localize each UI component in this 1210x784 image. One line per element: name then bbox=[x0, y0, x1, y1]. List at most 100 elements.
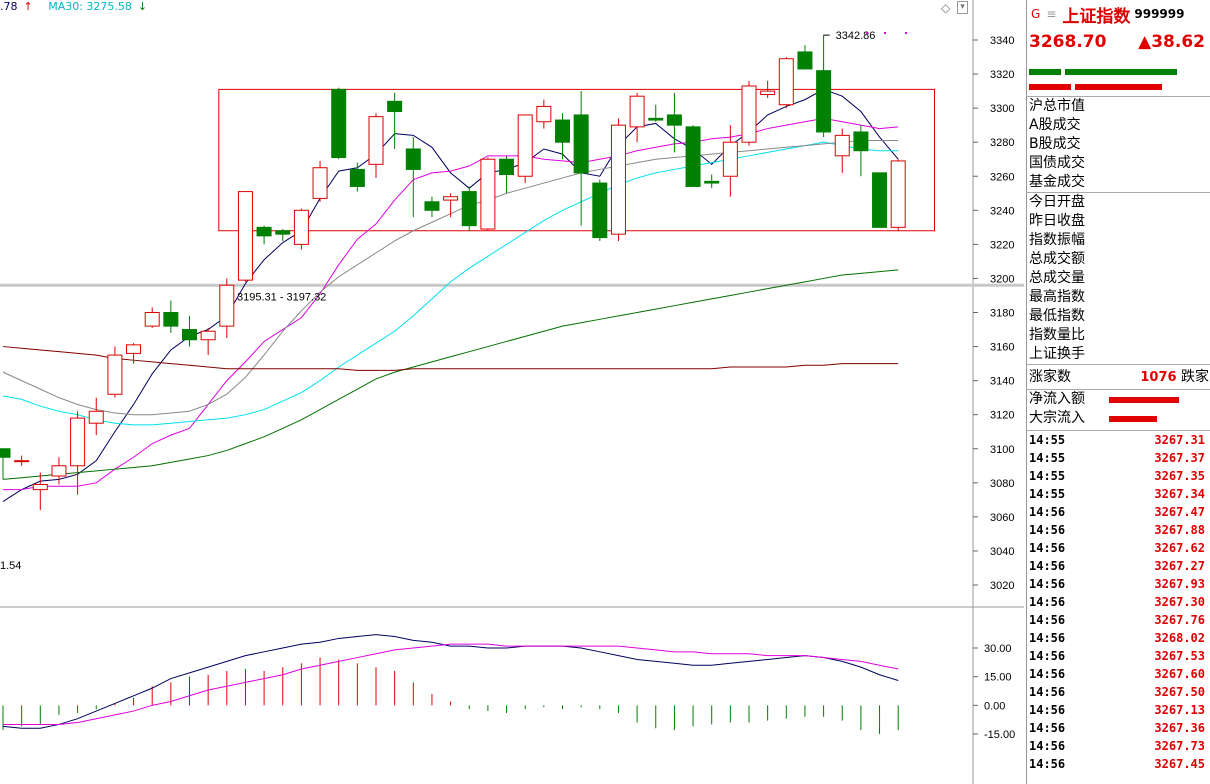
tick-row: 14:56 3267.30 bbox=[1027, 593, 1210, 611]
tick-price: 3267.93 bbox=[1154, 577, 1205, 591]
index-title-row: G ≡ 上证指数 999999 bbox=[1027, 0, 1210, 28]
tick-price: 3267.88 bbox=[1154, 523, 1205, 537]
candle-up bbox=[200, 330, 216, 341]
low-label: 1.54 bbox=[0, 560, 21, 572]
candle-up bbox=[312, 167, 328, 199]
block-inflow-label: 大宗流入 bbox=[1029, 410, 1085, 426]
tick-price: 3268.02 bbox=[1154, 631, 1205, 645]
candle-up bbox=[70, 417, 86, 467]
tick-time: 14:56 bbox=[1029, 595, 1066, 609]
price-tick-label: 3340 bbox=[990, 35, 1014, 47]
g-icon[interactable]: G bbox=[1031, 7, 1041, 21]
tick-row: 14:56 3267.76 bbox=[1027, 611, 1210, 629]
index-stat-label: 今日开盘 bbox=[1029, 194, 1085, 210]
scroll-down-icon[interactable]: ▾ bbox=[957, 1, 968, 14]
tick-time: 14:56 bbox=[1029, 721, 1066, 735]
tick-row: 14:56 3267.60 bbox=[1027, 665, 1210, 683]
tick-row: 14:56 3267.27 bbox=[1027, 557, 1210, 575]
tick-list[interactable]: 14:55 3267.31 14:55 3267.37 14:55 3267.35 14:5… bbox=[1027, 430, 1210, 773]
candle-down bbox=[163, 312, 179, 327]
candle-down bbox=[349, 168, 365, 187]
candle-up bbox=[443, 196, 459, 201]
chart-canvas[interactable]: 3340 3320 3300 3280 3260 3240 3220 3200 3180 3160… bbox=[0, 0, 1024, 784]
candle-up bbox=[890, 160, 906, 228]
candle-down bbox=[797, 51, 813, 70]
candle-up bbox=[760, 90, 776, 95]
price-tick-label: 3240 bbox=[990, 205, 1014, 217]
price-tick-label: 3100 bbox=[990, 444, 1014, 456]
candle-down bbox=[685, 126, 701, 187]
price-tick-label: 3140 bbox=[990, 376, 1014, 388]
candle-up bbox=[237, 191, 253, 281]
tick-time: 14:56 bbox=[1029, 523, 1066, 537]
candle-down bbox=[331, 88, 347, 159]
index-stat-label: 总成交额 bbox=[1029, 251, 1085, 267]
price-tick-label: 3080 bbox=[990, 478, 1014, 490]
tick-time: 14:56 bbox=[1029, 631, 1066, 645]
candle-down bbox=[555, 119, 570, 143]
market-stats-group: 沪总市值 A股成交 B股成交 国债成交 基金成交 bbox=[1027, 97, 1210, 192]
tick-price: 3267.30 bbox=[1154, 595, 1205, 609]
candle-up bbox=[722, 141, 738, 177]
tick-price: 3267.35 bbox=[1154, 469, 1205, 483]
tick-price: 3267.76 bbox=[1154, 613, 1205, 627]
signal-dot bbox=[884, 32, 886, 34]
tick-time: 14:56 bbox=[1029, 541, 1066, 555]
tick-price: 3267.53 bbox=[1154, 649, 1205, 663]
candle-down bbox=[461, 191, 477, 227]
tick-time: 14:55 bbox=[1029, 469, 1066, 483]
candle-up bbox=[144, 312, 160, 327]
tick-row: 14:56 3267.73 bbox=[1027, 737, 1210, 755]
candle-down bbox=[872, 172, 888, 228]
kline-chart-area[interactable]: 3340 3320 3300 3280 3260 3240 3220 3200 3180 3160… bbox=[0, 0, 1024, 784]
diamond-icon[interactable]: ◇ bbox=[941, 1, 951, 15]
tick-price: 3267.13 bbox=[1154, 703, 1205, 717]
tick-row: 14:55 3267.34 bbox=[1027, 485, 1210, 503]
candle-down bbox=[0, 448, 11, 458]
candle-up bbox=[741, 85, 757, 143]
legend-partial-value: .78 ↑ bbox=[0, 0, 33, 13]
line-ma10 bbox=[3, 117, 899, 491]
tick-price: 3267.73 bbox=[1154, 739, 1205, 753]
candle-down bbox=[424, 201, 440, 211]
tick-time: 14:56 bbox=[1029, 685, 1066, 699]
candle-down bbox=[275, 230, 291, 235]
quote-panel: G ≡ 上证指数 999999 3268.70 ▲38.62 沪总市值 A股成交 B… bbox=[1026, 0, 1210, 784]
tick-row: 14:56 3267.93 bbox=[1027, 575, 1210, 593]
tick-price: 3267.34 bbox=[1154, 487, 1205, 501]
tick-row: 14:55 3267.31 bbox=[1027, 431, 1210, 449]
candle-up bbox=[107, 354, 123, 395]
candle-up bbox=[368, 116, 384, 165]
line-ma30 bbox=[2, 139, 899, 416]
tick-row: 14:56 3267.13 bbox=[1027, 701, 1210, 719]
dec-label: 跌家 bbox=[1181, 369, 1209, 385]
candle-down bbox=[704, 180, 720, 184]
tick-time: 14:56 bbox=[1029, 613, 1066, 627]
adv-value: 1076 bbox=[1140, 370, 1177, 385]
bar-red-short bbox=[1029, 84, 1071, 90]
legend-ma30: MA30: 3275.58 ↓ bbox=[48, 0, 148, 13]
tick-row: 14:56 3267.45 bbox=[1027, 755, 1210, 773]
menu-icon[interactable]: ≡ bbox=[1046, 7, 1057, 21]
price-tick-label: 3320 bbox=[990, 69, 1014, 81]
tick-price: 3267.45 bbox=[1154, 757, 1205, 771]
tick-row: 14:55 3267.37 bbox=[1027, 449, 1210, 467]
tick-time: 14:55 bbox=[1029, 433, 1066, 447]
tick-row: 14:56 3267.62 bbox=[1027, 539, 1210, 557]
price-tick-label: 3120 bbox=[990, 410, 1014, 422]
price-tick-label: 3280 bbox=[990, 137, 1014, 149]
price-row: 3268.70 ▲38.62 bbox=[1027, 28, 1210, 56]
candle-down bbox=[182, 329, 197, 341]
block-inflow-row: 大宗流入 bbox=[1027, 409, 1210, 428]
tick-row: 14:56 3267.50 bbox=[1027, 683, 1210, 701]
candle-down bbox=[387, 100, 403, 113]
index-stat-label: 昨日收盘 bbox=[1029, 213, 1085, 229]
price-tick-label: 3160 bbox=[990, 342, 1014, 354]
bar-green-long bbox=[1065, 69, 1177, 75]
line-ma5 bbox=[2, 88, 899, 502]
index-stat-label: 上证换手 bbox=[1029, 346, 1085, 362]
tick-time: 14:55 bbox=[1029, 487, 1066, 501]
price-tick-label: 3300 bbox=[990, 103, 1014, 115]
line-ma120 bbox=[2, 346, 899, 371]
candle-down bbox=[648, 117, 664, 121]
